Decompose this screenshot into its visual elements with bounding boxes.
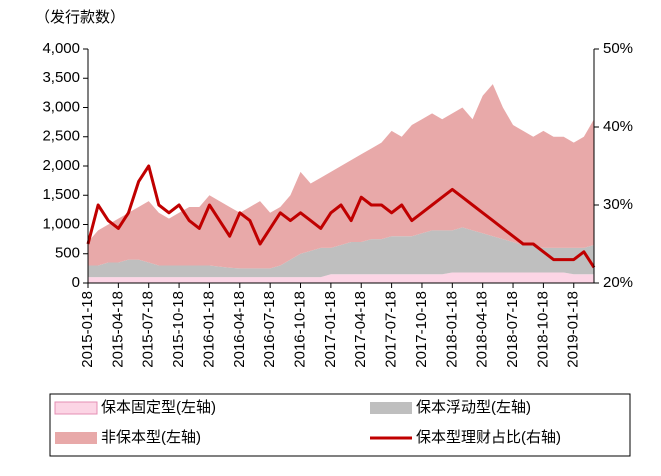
line <box>86 164 596 269</box>
x-tick-label: 2015-04-18 <box>109 291 126 368</box>
x-tick-label: 2015-01-18 <box>79 291 96 368</box>
legend-label: 保本浮动型(左轴) <box>416 399 531 416</box>
x-tick-label: 2015-07-18 <box>140 291 157 368</box>
y-tick-label: 2,000 <box>42 157 80 174</box>
y-tick-label: 500 <box>55 245 80 262</box>
x-tick-label: 2017-07-18 <box>383 291 400 368</box>
x-tick-label: 2018-10-18 <box>534 291 551 368</box>
area <box>88 227 594 278</box>
x-tick-label: 2016-07-18 <box>261 291 278 368</box>
y-tick-label: 0 <box>72 274 80 291</box>
y-tick-label: 2,500 <box>42 128 80 145</box>
legend-label: 非保本型(左轴) <box>101 429 201 446</box>
y-tick-label: 3,500 <box>42 69 80 86</box>
x-tick-label: 2016-10-18 <box>291 291 308 368</box>
x-tick-label: 2016-04-18 <box>231 291 248 368</box>
y2-tick-label: 20% <box>603 274 633 291</box>
area <box>88 272 594 283</box>
y-tick-label: 4,000 <box>42 40 80 57</box>
y2-tick-label: 30% <box>603 196 633 213</box>
y-tick-label: 1,000 <box>42 215 80 232</box>
x-tick-label: 2015-10-18 <box>170 291 187 368</box>
y-tick-label: 1,500 <box>42 186 80 203</box>
y-axis-label: （发行款数） <box>35 9 125 26</box>
legend-label: 保本型理财占比(右轴) <box>416 429 561 446</box>
x-tick-label: 2019-01-18 <box>565 291 582 368</box>
legend-swatch <box>54 401 98 415</box>
x-tick-label: 2018-01-18 <box>443 291 460 368</box>
x-tick-label: 2018-07-18 <box>504 291 521 368</box>
y-tick-label: 3,000 <box>42 98 80 115</box>
x-tick-label: 2017-01-18 <box>322 291 339 368</box>
x-tick-label: 2017-04-18 <box>352 291 369 368</box>
x-tick-label: 2017-10-18 <box>413 291 430 368</box>
y2-tick-label: 40% <box>603 118 633 135</box>
area <box>88 84 594 269</box>
legend-swatch <box>370 402 412 414</box>
legend-swatch <box>55 432 97 444</box>
x-tick-label: 2016-01-18 <box>200 291 217 368</box>
legend-label: 保本固定型(左轴) <box>101 399 216 416</box>
x-tick-label: 2018-04-18 <box>474 291 491 368</box>
y2-tick-label: 50% <box>603 40 633 57</box>
legend-box <box>49 393 631 457</box>
